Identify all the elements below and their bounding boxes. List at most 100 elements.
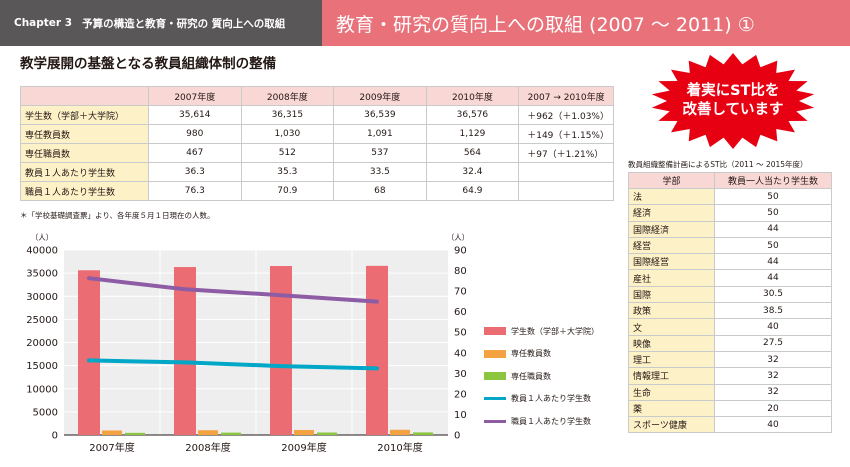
row-label: 教員１人あたり学生数: [20, 162, 149, 182]
faculty-name: 経営: [628, 236, 715, 255]
table-row: 専任職員数 467 512 537 564 ＋97（＋1.21%）: [20, 143, 614, 163]
legend-swatch: [484, 397, 506, 401]
cell-change: ＋149（＋1.15%）: [518, 124, 614, 144]
cell-value: 32.4: [425, 162, 520, 182]
left-tick-label: 15000: [26, 361, 58, 372]
faculty-name: 文: [628, 318, 715, 336]
st-ratio-value: 20: [714, 399, 832, 418]
legend-label: 教員１人あたり学生数: [511, 394, 591, 404]
table-row: 情報理工 32: [628, 367, 832, 385]
badge-line-1: 着実にST比を: [686, 83, 780, 99]
x-tick-label: 2009年度: [281, 441, 326, 454]
table-row: 学生数（学部＋大学院） 35,614 36,315 36,539 36,576 …: [20, 105, 614, 125]
st-ratio-value: 50: [714, 187, 832, 206]
st-ratio-badge: 着実にST比を 改善しています: [650, 52, 816, 150]
cell-value: 1,129: [425, 124, 520, 144]
table-row: 政策 38.5: [628, 302, 832, 320]
cell-change: ＋962（＋1.03%）: [518, 105, 614, 125]
bar-students: [366, 265, 388, 435]
table-row: 国際経済 44: [628, 220, 832, 238]
right-tick-label: 50: [454, 328, 467, 339]
staff-student-table: 2007年度 2008年度 2009年度 2010年度 2007 → 2010年…: [20, 86, 614, 201]
st-ratio-value: 38.5: [714, 302, 832, 320]
faculty-name: 法: [628, 187, 715, 206]
left-tick-label: 10000: [26, 384, 58, 395]
starburst-icon: [651, 53, 815, 149]
cell-value: 980: [148, 124, 242, 144]
right-tick-label: 60: [454, 307, 467, 318]
table-row: 職員１人あたり学生数 76.3 70.9 68 64.9: [20, 181, 614, 201]
table-header-cell: [20, 86, 149, 106]
chapter-header: Chapter 3 予算の構造と教育・研究の 質向上への取組: [0, 0, 322, 46]
st-ratio-value: 32: [714, 367, 832, 385]
cell-value: 36,315: [240, 105, 335, 125]
cell-value: 1,030: [240, 124, 335, 144]
left-tick-label: 30000: [26, 292, 58, 303]
legend-item: 専任教員数: [484, 343, 614, 366]
table-row: 産社 44: [628, 269, 832, 287]
faculty-name: 生命: [628, 383, 715, 401]
cell-value: 70.9: [240, 181, 335, 201]
cell-value: 68: [333, 181, 427, 201]
table-header-cell: 2007 → 2010年度: [518, 86, 614, 106]
faculty-name: 国際: [628, 285, 715, 304]
st-ratio-value: 50: [714, 204, 832, 222]
st-ratio-value: 27.5: [714, 334, 832, 352]
bar-students: [270, 266, 292, 435]
cell-value: 564: [425, 143, 520, 163]
line-students-per-faculty: [87, 358, 379, 371]
faculty-name: 経済: [628, 204, 715, 222]
cell-value: 36.3: [148, 162, 242, 182]
left-tick-label: 0: [52, 431, 58, 442]
cell-value: 33.5: [333, 162, 427, 182]
faculty-name: 政策: [628, 302, 715, 320]
badge-line-2: 改善しています: [682, 102, 784, 118]
cell-value: 64.9: [425, 181, 520, 201]
table-row: 文 40: [628, 318, 832, 336]
st-ratio-value: 40: [714, 416, 832, 434]
right-tick-label: 40: [454, 348, 467, 359]
table-header-cell: 学部: [628, 172, 715, 189]
bar-faculty: [294, 429, 314, 435]
left-axis-unit: （人）: [31, 233, 54, 242]
table-row: 生命 32: [628, 383, 832, 401]
table-row: 国際 30.5: [628, 285, 832, 304]
table-header-cell: 2010年度: [425, 86, 520, 106]
bar-staff: [317, 432, 337, 435]
table-header-cell: 2007年度: [148, 86, 242, 106]
cell-value: 512: [240, 143, 335, 163]
row-label: 専任教員数: [20, 124, 149, 144]
st-ratio-value: 50: [714, 236, 832, 255]
legend-swatch: [484, 419, 506, 423]
row-label: 職員１人あたり学生数: [20, 181, 149, 201]
x-tick-label: 2008年度: [185, 441, 230, 454]
faculty-name: 映像: [628, 334, 715, 352]
row-label: 専任職員数: [20, 143, 149, 163]
table-row: 教員１人あたり学生数 36.3 35.3 33.5 32.4: [20, 162, 614, 182]
legend-swatch: [484, 349, 506, 358]
right-tick-label: 10: [454, 410, 467, 421]
cell-value: 537: [333, 143, 427, 163]
cell-change: [518, 162, 614, 182]
right-tick-label: 0: [454, 431, 460, 442]
table-row: 法 50: [628, 187, 832, 206]
faculty-name: スポーツ健康: [628, 416, 715, 434]
bar-faculty: [390, 429, 410, 435]
st-ratio-value: 44: [714, 220, 832, 238]
cell-value: 36,576: [425, 105, 520, 125]
faculty-name: 国際経営: [628, 253, 715, 271]
table-header-cell: 2008年度: [240, 86, 335, 106]
bar-students: [78, 270, 100, 435]
cell-value: 35,614: [148, 105, 242, 125]
section-title: 教学展開の基盤となる教員組織体制の整備: [20, 56, 277, 72]
legend-swatch: [484, 327, 506, 336]
x-tick-label: 2010年度: [377, 441, 422, 454]
left-tick-label: 5000: [33, 407, 58, 418]
chart-legend: 学生数（学部＋大学院） 専任教員数 専任職員数 教員１人あたり学生数 職員１人あたり学生…: [484, 320, 614, 433]
cell-change: ＋97（＋1.21%）: [518, 143, 614, 163]
right-axis-unit: （人）: [447, 233, 470, 242]
bar-staff: [125, 432, 145, 435]
cell-value: 36,539: [333, 105, 427, 125]
cell-value: 35.3: [240, 162, 335, 182]
cell-value: 1,091: [333, 124, 427, 144]
